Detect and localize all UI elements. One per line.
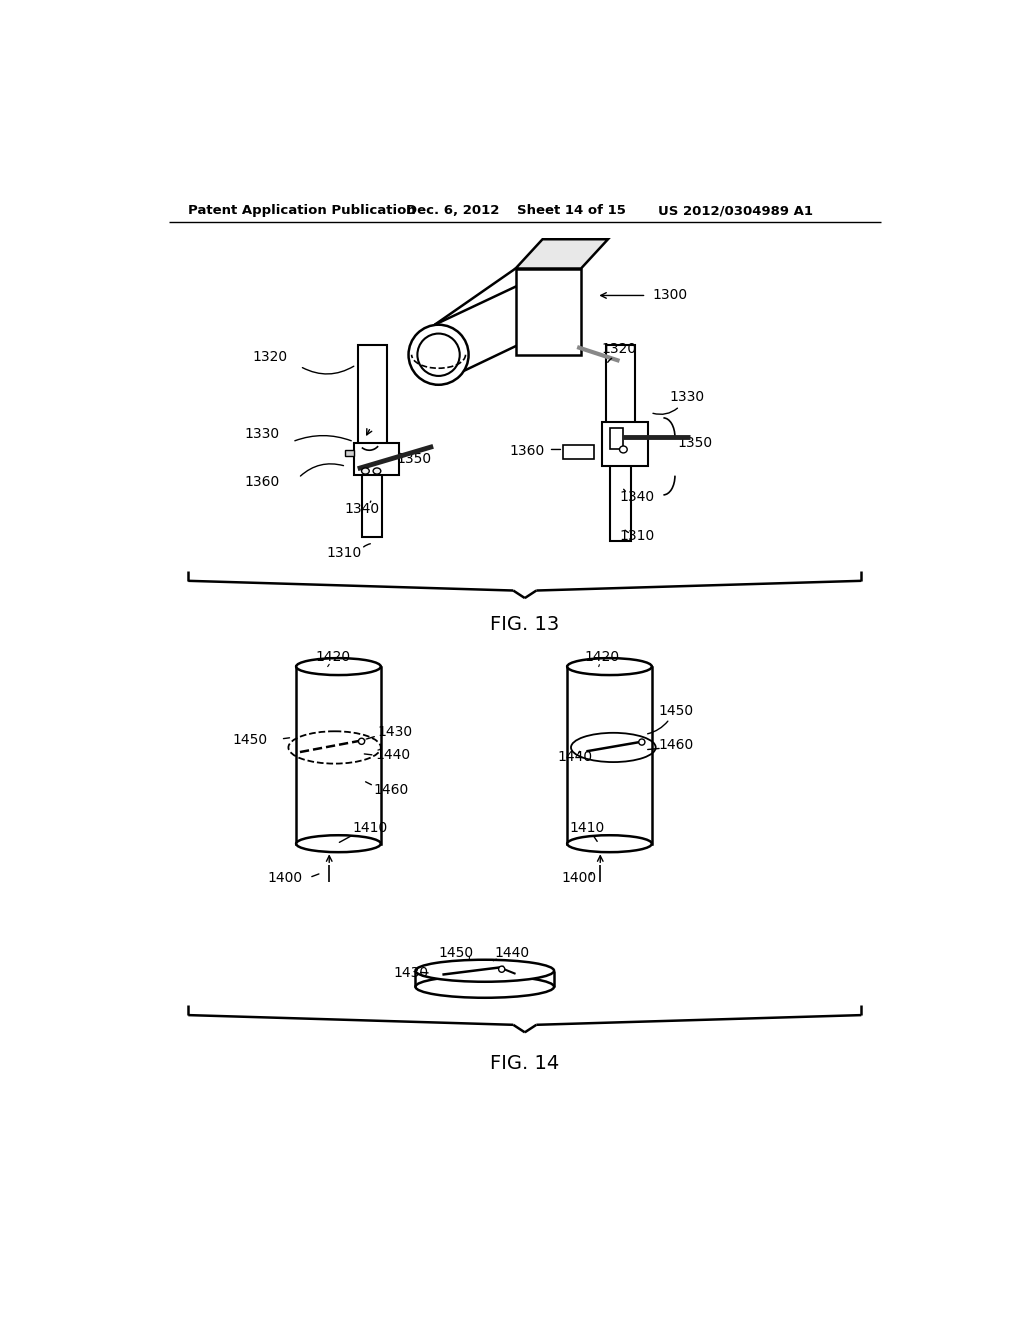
Text: 1430: 1430 xyxy=(394,966,429,979)
Text: 1340: 1340 xyxy=(620,490,654,504)
Ellipse shape xyxy=(620,446,628,453)
Text: 1360: 1360 xyxy=(509,444,545,458)
Ellipse shape xyxy=(361,467,370,474)
Text: 1440: 1440 xyxy=(494,946,529,960)
Text: 1300: 1300 xyxy=(652,289,688,302)
Ellipse shape xyxy=(418,334,460,376)
Bar xyxy=(609,428,624,449)
Bar xyxy=(362,449,382,537)
Text: 1450: 1450 xyxy=(232,733,267,747)
Text: 1410: 1410 xyxy=(569,821,605,836)
Text: 1320: 1320 xyxy=(252,350,288,364)
Text: 1330: 1330 xyxy=(245,428,280,441)
Text: 1410: 1410 xyxy=(352,821,387,836)
Text: 1420: 1420 xyxy=(585,651,620,664)
Text: 1360: 1360 xyxy=(245,475,280,488)
Bar xyxy=(296,667,381,843)
Text: 1430: 1430 xyxy=(377,725,412,739)
Text: 1400: 1400 xyxy=(267,871,303,886)
Ellipse shape xyxy=(567,836,652,853)
Ellipse shape xyxy=(416,975,554,998)
Bar xyxy=(345,450,354,457)
Ellipse shape xyxy=(358,738,365,744)
Ellipse shape xyxy=(296,659,381,675)
Text: 1400: 1400 xyxy=(562,871,597,886)
Ellipse shape xyxy=(296,836,381,853)
Bar xyxy=(567,667,652,843)
Ellipse shape xyxy=(416,960,554,982)
Bar xyxy=(515,268,581,355)
Bar xyxy=(605,345,635,449)
Text: 1330: 1330 xyxy=(670,391,705,404)
Text: Dec. 6, 2012: Dec. 6, 2012 xyxy=(407,205,500,218)
Ellipse shape xyxy=(373,467,381,474)
Ellipse shape xyxy=(409,325,469,385)
Text: 1310: 1310 xyxy=(327,545,362,560)
Text: FIG. 14: FIG. 14 xyxy=(490,1053,559,1073)
Text: 1440: 1440 xyxy=(376,748,411,762)
Bar xyxy=(563,445,594,459)
Ellipse shape xyxy=(567,659,652,675)
Text: US 2012/0304989 A1: US 2012/0304989 A1 xyxy=(658,205,813,218)
Text: 1320: 1320 xyxy=(602,342,637,356)
Text: 1350: 1350 xyxy=(396,451,431,466)
Text: 1450: 1450 xyxy=(438,946,474,960)
Text: 1340: 1340 xyxy=(345,502,380,516)
Ellipse shape xyxy=(499,966,505,973)
Text: Sheet 14 of 15: Sheet 14 of 15 xyxy=(517,205,626,218)
Bar xyxy=(357,345,387,449)
Text: 1460: 1460 xyxy=(658,738,694,752)
Text: 1350: 1350 xyxy=(677,437,713,450)
Ellipse shape xyxy=(639,739,645,744)
Bar xyxy=(602,422,648,466)
Text: 1450: 1450 xyxy=(658,705,694,718)
Text: FIG. 13: FIG. 13 xyxy=(490,615,559,634)
Text: 1440: 1440 xyxy=(557,751,592,764)
Text: Patent Application Publication: Patent Application Publication xyxy=(188,205,416,218)
Text: 1310: 1310 xyxy=(620,529,654,543)
Text: 1420: 1420 xyxy=(315,651,350,664)
Bar xyxy=(609,449,631,541)
Text: 1460: 1460 xyxy=(374,783,410,797)
Bar xyxy=(354,442,398,475)
Polygon shape xyxy=(515,239,608,268)
